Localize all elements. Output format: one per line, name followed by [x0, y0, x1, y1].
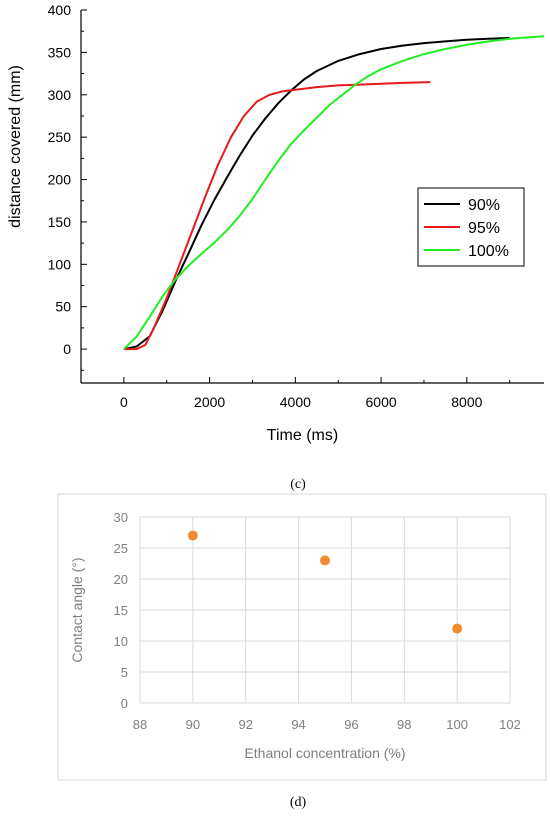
- data-point-2: [452, 623, 463, 634]
- x-tick-label: 88: [133, 717, 147, 732]
- caption-d: (d): [290, 795, 307, 810]
- y-tick-label: 50: [55, 299, 71, 315]
- x-tick-label: 96: [344, 717, 358, 732]
- legend-label-1: 95%: [468, 220, 500, 237]
- x-tick-label: 6000: [366, 394, 397, 410]
- x-tick-label: 98: [397, 717, 411, 732]
- y-tick-label: 0: [63, 341, 71, 357]
- chart-frame: [57, 493, 547, 781]
- x-axis-label: Ethanol concentration (%): [244, 745, 405, 761]
- series-line-2: [123, 35, 545, 350]
- legend-label-2: 100%: [468, 243, 509, 260]
- data-point-0: [187, 530, 198, 541]
- y-tick-label: 300: [48, 87, 72, 103]
- x-tick-label: 100: [446, 717, 468, 732]
- x-tick-label: 94: [291, 717, 305, 732]
- y-tick-label: 15: [114, 603, 128, 618]
- y-tick-label: 5: [121, 665, 128, 680]
- y-axis-label: distance covered (mm): [7, 65, 24, 228]
- y-tick-label: 30: [114, 510, 128, 525]
- y-axis-label: Contact angle (°): [69, 557, 85, 662]
- x-tick-label: 92: [238, 717, 252, 732]
- y-tick-label: 350: [48, 44, 72, 60]
- y-tick-label: 10: [114, 634, 128, 649]
- x-tick-label: 4000: [280, 394, 311, 410]
- y-tick-label: 0: [121, 696, 128, 711]
- x-axis-label: Time (ms): [267, 427, 338, 444]
- series-line-0: [123, 37, 510, 351]
- y-tick-label: 20: [114, 572, 128, 587]
- y-tick-label: 100: [48, 256, 72, 272]
- x-tick-label: 2000: [194, 394, 225, 410]
- series-line-1: [123, 81, 431, 351]
- y-tick-label: 25: [114, 541, 128, 556]
- legend-label-0: 90%: [468, 197, 500, 214]
- y-tick-label: 200: [48, 172, 72, 188]
- y-tick-label: 400: [48, 2, 72, 18]
- x-tick-label: 90: [186, 717, 200, 732]
- caption-c: (c): [290, 477, 306, 492]
- data-point-1: [320, 555, 330, 566]
- x-tick-label: 0: [120, 394, 128, 410]
- chart-d: 0 5 10 15 20 25 30 88 90 92 94 96 98 100 102 Ethanol co…: [57, 493, 547, 781]
- x-tick-label: 102: [499, 717, 521, 732]
- y-tick-label: 150: [48, 214, 72, 230]
- x-tick-label: 8000: [451, 394, 482, 410]
- y-tick-label: 250: [48, 129, 72, 145]
